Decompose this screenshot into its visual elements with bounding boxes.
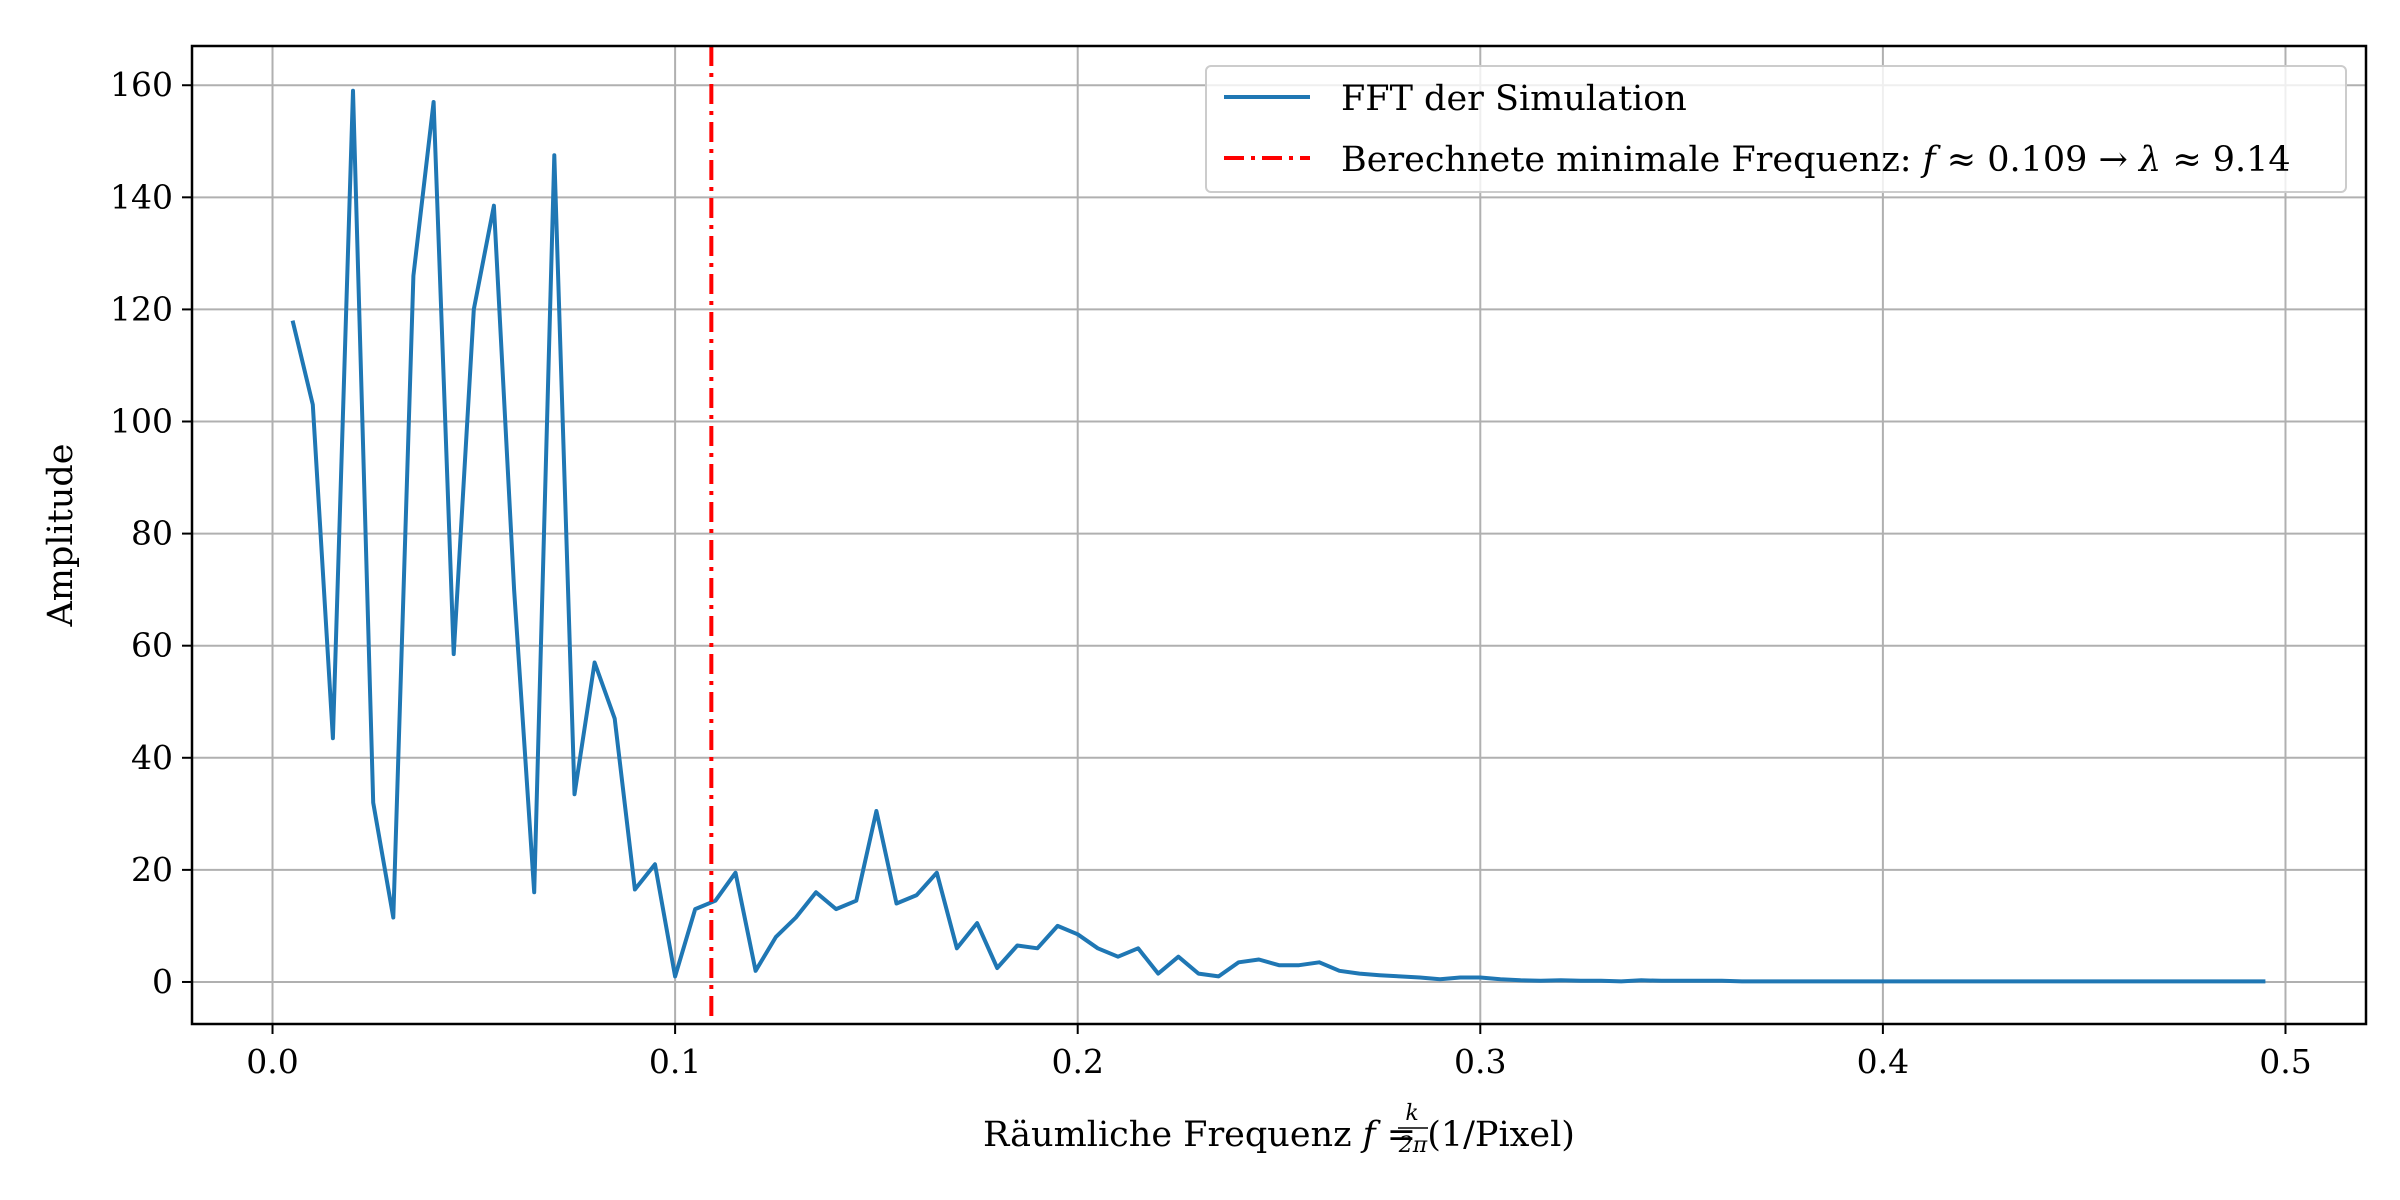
y-tick-label: 140 (110, 177, 173, 216)
legend-box (1205, 65, 2347, 193)
legend-min-frequency-prefix: Berechnete minimale Frequenz: (1341, 140, 1923, 180)
y-tick-label: 100 (110, 402, 173, 441)
axes-frame (190, 44, 2368, 1026)
x-axis-title-prefix: Räumliche Frequenz (983, 1115, 1363, 1155)
y-tick-label: 120 (110, 289, 173, 328)
axis-ticks: 0.0 0.1 0.2 0.3 0.4 0.5 0 20 40 60 80 100 120 140 160 (110, 65, 2312, 1081)
legend-min-frequency-approx1: ≈ 0.109 → (1936, 140, 2139, 180)
y-tick-label: 40 (131, 738, 173, 777)
plot-area (290, 46, 2266, 1024)
x-axis-title-eq: = (1376, 1115, 1428, 1155)
x-tick-label: 0.4 (1857, 1042, 1909, 1081)
x-axis-title: Räumliche Frequenz f = (1/Pixel) (983, 1115, 1575, 1155)
x-tick-label: 0.5 (2259, 1042, 2311, 1081)
legend-label-min-frequency: Berechnete minimale Frequenz: f ≈ 0.109 … (1341, 140, 2291, 180)
y-axis-title: Amplitude (41, 444, 81, 628)
y-tick-label: 0 (152, 962, 173, 1001)
series-line-fft (290, 88, 2266, 984)
legend-min-frequency-lambda: λ (2137, 140, 2161, 180)
y-tick-label: 80 (131, 514, 173, 553)
x-axis-title-suffix: (1/Pixel) (1427, 1115, 1575, 1155)
y-tick-label: 60 (131, 626, 173, 665)
x-axis-title-fraction: k 2π (1398, 1101, 1428, 1158)
y-tick-label: 160 (110, 65, 173, 104)
grid-lines (192, 46, 2366, 1024)
x-tick-label: 0.0 (246, 1042, 298, 1081)
fraction-denominator: 2π (1398, 1133, 1428, 1158)
x-tick-label: 0.2 (1051, 1042, 1103, 1081)
y-tick-label: 20 (131, 850, 173, 889)
legend: FFT der Simulation Berechnete minimale F… (1205, 65, 2347, 193)
fraction-numerator: k (1405, 1101, 1418, 1126)
x-tick-label: 0.1 (649, 1042, 701, 1081)
x-tick-label: 0.3 (1454, 1042, 1506, 1081)
legend-min-frequency-approx2: ≈ 9.14 (2161, 140, 2291, 180)
legend-label-fft: FFT der Simulation (1341, 79, 1687, 119)
